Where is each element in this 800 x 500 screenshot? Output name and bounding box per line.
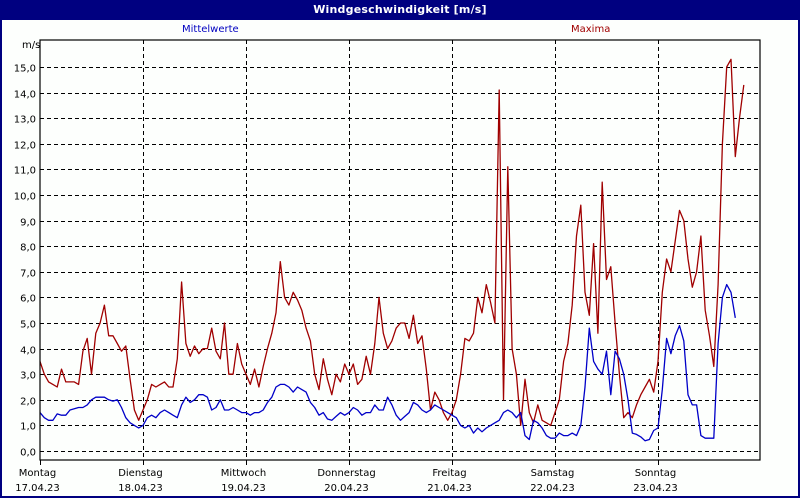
x-tick-day: Montag bbox=[19, 468, 56, 479]
x-tick-date: 23.04.23 bbox=[633, 483, 678, 494]
x-tick-date: 20.04.23 bbox=[324, 483, 369, 494]
x-tick-date: 17.04.23 bbox=[15, 483, 60, 494]
x-axis: Montag 17.04.23 Dienstag 18.04.23 Mittwoch 19… bbox=[15, 460, 678, 494]
y-tick-label: 14,0 bbox=[14, 90, 36, 101]
y-tick-label: 1,0 bbox=[20, 422, 36, 433]
y-tick-label: 2,0 bbox=[20, 397, 36, 408]
window-title: Windgeschwindigkeit [m/s] bbox=[0, 0, 800, 20]
y-tick-label: 10,0 bbox=[14, 192, 36, 203]
y-tick-label: 12,0 bbox=[14, 141, 36, 152]
y-axis: m/s 0,0 1,0 2,0 3,0 4,0 5,0 6,0 7,0 8,0 9,0 10,0 11… bbox=[14, 40, 41, 459]
y-tick-label: 8,0 bbox=[20, 243, 36, 254]
series-mittelwerte bbox=[39, 283, 736, 442]
y-tick-label: 0,0 bbox=[20, 448, 36, 459]
x-tick-date: 18.04.23 bbox=[118, 483, 163, 494]
y-tick-label: 5,0 bbox=[20, 320, 36, 331]
legend-max: Maxima bbox=[571, 24, 611, 35]
y-tick-label: 9,0 bbox=[20, 218, 36, 229]
y-tick-label: 6,0 bbox=[20, 294, 36, 305]
x-tick-day: Freitag bbox=[432, 468, 466, 479]
y-tick-label: 4,0 bbox=[20, 346, 36, 357]
x-tick-day: Mittwoch bbox=[221, 468, 266, 479]
data-series bbox=[39, 58, 745, 442]
x-tick-day: Samstag bbox=[531, 468, 575, 479]
y-tick-label: 7,0 bbox=[20, 269, 36, 280]
x-tick-day: Dienstag bbox=[118, 468, 163, 479]
y-tick-label: 3,0 bbox=[20, 371, 36, 382]
series-maxima bbox=[39, 58, 745, 427]
plot-frame bbox=[39, 39, 761, 461]
grid-lines bbox=[40, 40, 760, 460]
x-tick-date: 21.04.23 bbox=[427, 483, 472, 494]
x-tick-date: 22.04.23 bbox=[530, 483, 575, 494]
x-tick-day: Donnerstag bbox=[317, 468, 375, 479]
y-tick-label: 11,0 bbox=[14, 166, 36, 177]
y-tick-label: 13,0 bbox=[14, 115, 36, 126]
y-axis-unit: m/s bbox=[22, 40, 40, 51]
y-tick-label: 15,0 bbox=[14, 64, 36, 75]
x-tick-date: 19.04.23 bbox=[221, 483, 266, 494]
x-tick-day: Sonntag bbox=[635, 468, 677, 479]
legend-mean: Mittelwerte bbox=[182, 24, 239, 35]
